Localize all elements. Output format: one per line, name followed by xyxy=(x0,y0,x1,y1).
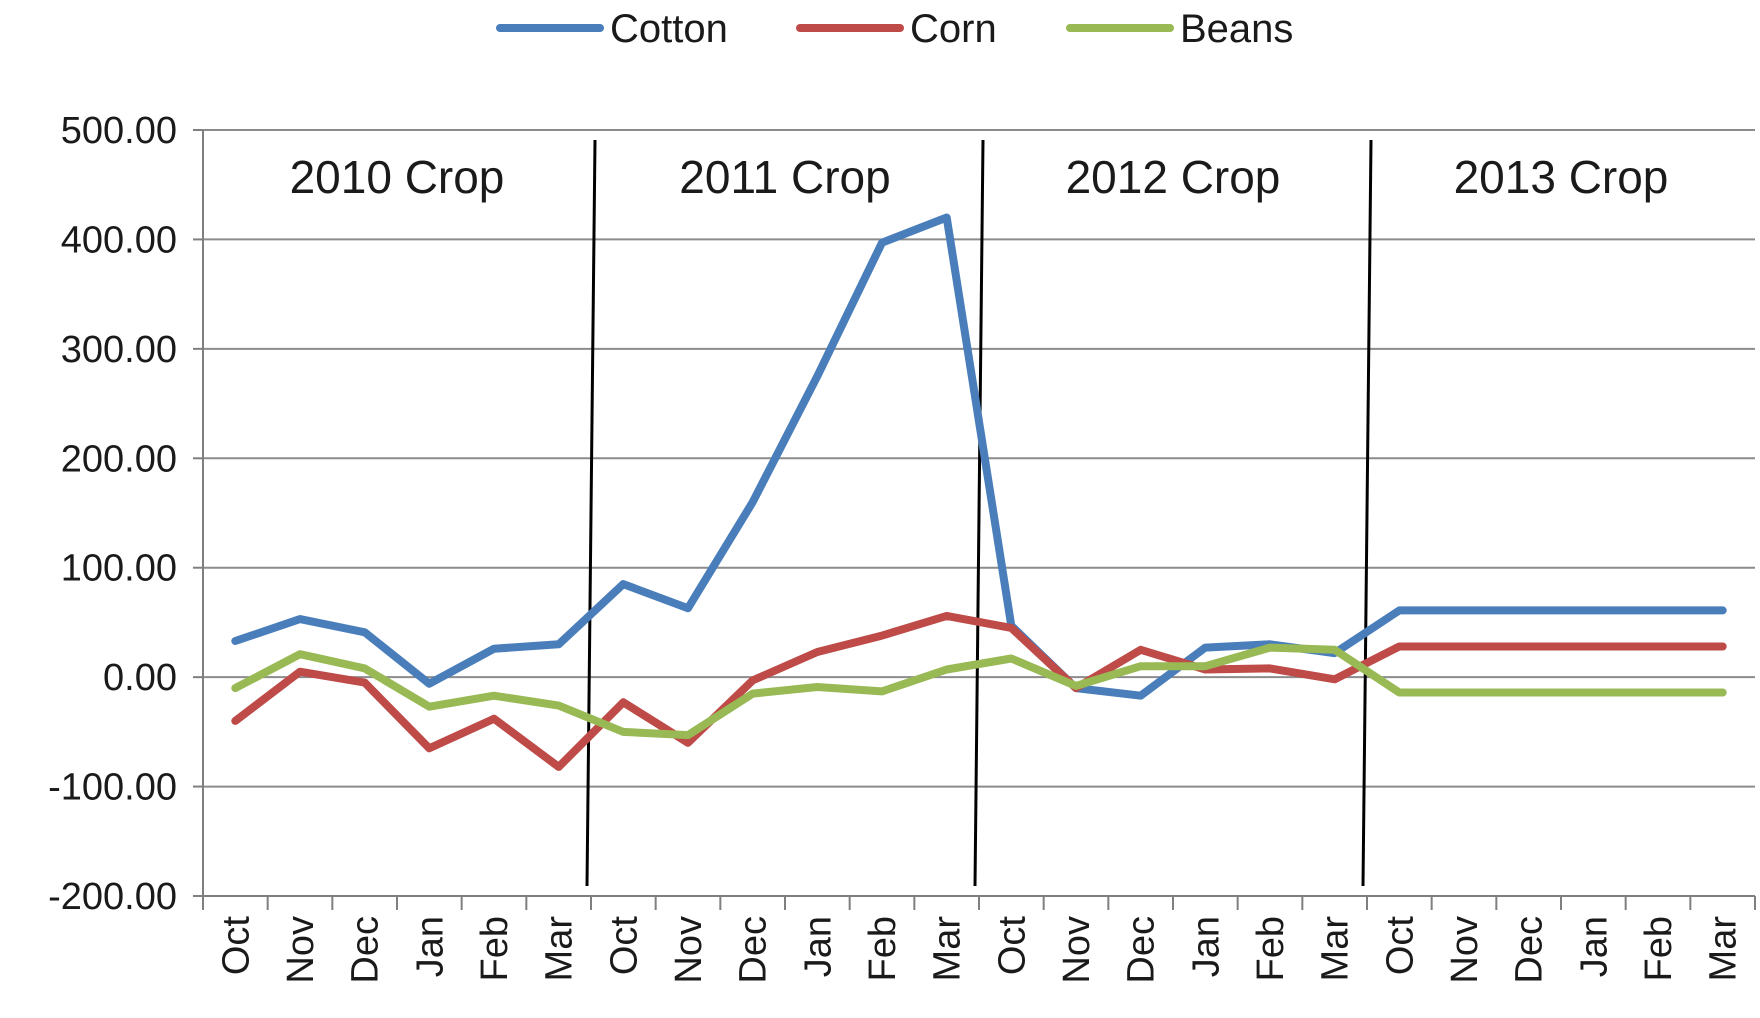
x-tick-labels: Oct Nov Dec Jan Feb Mar Oct Nov Dec Jan Feb Mar Oct N… xyxy=(215,916,1744,984)
x-tick-label: Feb xyxy=(862,916,904,981)
x-tick-label: Nov xyxy=(1444,916,1486,984)
x-tick-label: Nov xyxy=(1056,916,1098,984)
x-tick-label: Jan xyxy=(797,916,839,977)
y-tick-label: -100.00 xyxy=(48,767,177,809)
x-tick-label: Feb xyxy=(1250,916,1292,981)
y-tick-label: -200.00 xyxy=(48,876,177,918)
y-tick-label: 300.00 xyxy=(61,329,177,371)
x-tick-label: Dec xyxy=(1509,916,1551,984)
crop-divider xyxy=(587,140,595,886)
x-tick-label: Mar xyxy=(1703,916,1745,982)
x-tick-label: Feb xyxy=(474,916,516,981)
x-tick-label: Mar xyxy=(1315,916,1357,982)
series-line-beans xyxy=(235,648,1722,736)
x-tick-label: Dec xyxy=(1121,916,1163,984)
x-tick-label: Oct xyxy=(215,916,257,976)
x-tick-label: Jan xyxy=(1573,916,1615,977)
y-tick-label: 500.00 xyxy=(61,110,177,152)
crop-dividers xyxy=(587,140,1371,886)
crop-label: 2013 Crop xyxy=(1454,151,1669,203)
crop-divider xyxy=(1363,140,1371,886)
x-tick-label: Oct xyxy=(991,916,1033,976)
x-tick-label: Mar xyxy=(927,916,969,982)
axes xyxy=(193,130,1755,910)
x-tick-label: Mar xyxy=(539,916,581,982)
x-tick-label: Nov xyxy=(668,916,710,984)
crop-divider xyxy=(975,140,983,886)
x-tick-label: Feb xyxy=(1638,916,1680,981)
x-tick-label: Oct xyxy=(603,916,645,976)
crop-labels: 2010 Crop 2011 Crop 2012 Crop 2013 Crop xyxy=(290,151,1669,203)
x-tick-label: Oct xyxy=(1379,916,1421,976)
y-tick-label: 0.00 xyxy=(103,657,177,699)
crop-label: 2011 Crop xyxy=(679,151,890,203)
y-tick-label: 400.00 xyxy=(61,219,177,261)
legend-label-cotton: Cotton xyxy=(610,7,728,51)
crop-label: 2010 Crop xyxy=(290,151,505,203)
legend-label-corn: Corn xyxy=(910,7,997,51)
x-tick-label: Jan xyxy=(1185,916,1227,977)
crop-label: 2012 Crop xyxy=(1066,151,1281,203)
y-tick-label: 200.00 xyxy=(61,438,177,480)
x-tick-label: Dec xyxy=(733,916,775,984)
x-tick-label: Nov xyxy=(280,916,322,984)
x-tick-label: Dec xyxy=(345,916,387,984)
legend-label-beans: Beans xyxy=(1180,7,1293,51)
legend: Cotton Corn Beans xyxy=(500,7,1293,51)
y-tick-labels: 500.00 400.00 300.00 200.00 100.00 0.00 -100.0… xyxy=(48,110,177,918)
x-tick-label: Jan xyxy=(409,916,451,977)
y-tick-label: 100.00 xyxy=(61,548,177,590)
